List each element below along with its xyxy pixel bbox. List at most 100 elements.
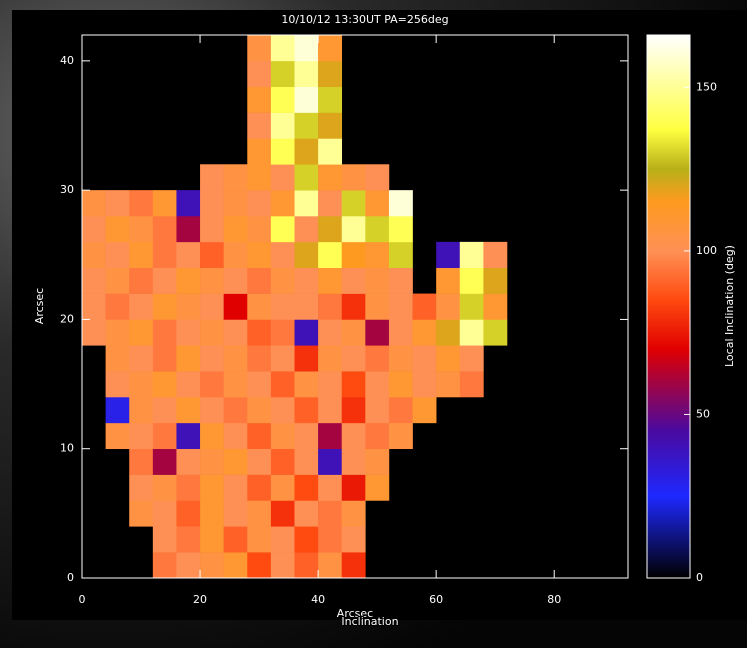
heatmap-cell <box>223 397 248 424</box>
heatmap-cell <box>247 319 272 346</box>
heatmap-cell <box>388 267 413 294</box>
heatmap-cell <box>341 422 366 450</box>
heatmap-cell <box>341 345 366 372</box>
heatmap-cell <box>388 216 413 243</box>
colorbar-tick-label: 50 <box>696 407 710 420</box>
heatmap-cell <box>82 293 106 320</box>
heatmap-cell <box>200 345 224 372</box>
heatmap-cell <box>200 371 224 398</box>
heatmap-cell <box>82 267 106 294</box>
heatmap-cell <box>365 474 390 501</box>
heatmap-cell <box>365 345 390 372</box>
heatmap-cell <box>388 190 413 217</box>
heatmap-cell <box>388 422 413 450</box>
heatmap-cell <box>270 448 295 475</box>
heatmap-cell <box>176 448 201 475</box>
heatmap-cell <box>365 371 390 398</box>
heatmap-cell <box>105 216 130 243</box>
heatmap-cell <box>247 138 272 165</box>
heatmap-cell <box>129 397 154 424</box>
heatmap-cell <box>365 397 390 424</box>
heatmap-cell <box>318 112 343 139</box>
heatmap-cell <box>270 138 295 165</box>
heatmap-cell <box>318 138 343 165</box>
heatmap-cell <box>341 190 366 217</box>
heatmap-cell <box>294 138 319 165</box>
heatmap-cell <box>341 241 366 269</box>
heatmap-cell <box>247 190 272 217</box>
heatmap-cell <box>341 293 366 320</box>
heatmap-cell <box>270 552 295 579</box>
heatmap-cell <box>388 319 413 346</box>
heatmap-cell <box>105 345 130 372</box>
heatmap-cell <box>129 500 154 527</box>
heatmap-cell <box>270 112 295 139</box>
y-tick-label: 20 <box>60 312 74 325</box>
heatmap-cell <box>318 164 343 191</box>
heatmap-cell <box>247 60 272 88</box>
heatmap-cell <box>365 267 390 294</box>
heatmap-cell <box>365 293 390 320</box>
heatmap-cell <box>247 371 272 398</box>
y-tick-label: 30 <box>60 183 74 196</box>
heatmap-cell <box>105 241 130 269</box>
heatmap-cell <box>318 293 343 320</box>
heatmap-cell <box>436 319 461 346</box>
heatmap-cell <box>483 293 508 320</box>
heatmap-cell <box>223 319 248 346</box>
heatmap-cell <box>270 216 295 243</box>
heatmap-cell <box>247 164 272 191</box>
heatmap-cell <box>152 422 177 450</box>
heatmap-cell <box>223 371 248 398</box>
heatmap-cell <box>341 371 366 398</box>
heatmap-cell <box>152 345 177 372</box>
heatmap-cell <box>200 397 224 424</box>
heatmap-cell <box>341 164 366 191</box>
heatmap-cell <box>247 35 272 62</box>
heatmap-cell <box>223 216 248 243</box>
heatmap-cell <box>152 293 177 320</box>
heatmap-cell <box>436 371 461 398</box>
heatmap-cell <box>318 371 343 398</box>
heatmap-cell <box>247 448 272 475</box>
colorbar-tick-label: 0 <box>696 571 703 584</box>
y-tick-label: 10 <box>60 442 74 455</box>
heatmap-cell <box>483 267 508 294</box>
heatmap-cell <box>200 190 224 217</box>
heatmap-cell <box>200 474 224 501</box>
heatmap-cell <box>129 241 154 269</box>
heatmap-cell <box>459 371 484 398</box>
heatmap-cell <box>341 526 366 553</box>
heatmap-cell <box>176 216 201 243</box>
heatmap-cell <box>152 526 177 553</box>
heatmap-cell <box>294 293 319 320</box>
heatmap-cell <box>318 422 343 450</box>
heatmap-cell <box>223 345 248 372</box>
chart-title: 10/10/12 13:30UT PA=256deg <box>281 13 448 26</box>
heatmap-cell <box>318 448 343 475</box>
heatmap-cell <box>294 448 319 475</box>
heatmap-cell <box>223 164 248 191</box>
heatmap-cell <box>152 500 177 527</box>
heatmap-cell <box>318 241 343 269</box>
heatmap-cell <box>152 216 177 243</box>
heatmap-cell <box>247 293 272 320</box>
heatmap-cell <box>200 293 224 320</box>
heatmap-cell <box>176 319 201 346</box>
heatmap-cell <box>200 422 224 450</box>
heatmap-cell <box>294 190 319 217</box>
heatmap-cell <box>412 371 437 398</box>
heatmap-cell <box>176 241 201 269</box>
heatmap-cell <box>152 190 177 217</box>
heatmap-cell <box>176 552 201 579</box>
heatmap-cell <box>318 190 343 217</box>
heatmap-cell <box>270 345 295 372</box>
heatmap-cell <box>294 35 319 62</box>
heatmap-cell <box>388 293 413 320</box>
heatmap-cell <box>294 164 319 191</box>
heatmap-cell <box>294 371 319 398</box>
heatmap-cell <box>223 474 248 501</box>
heatmap-cell <box>318 86 343 113</box>
heatmap-cell <box>388 397 413 424</box>
